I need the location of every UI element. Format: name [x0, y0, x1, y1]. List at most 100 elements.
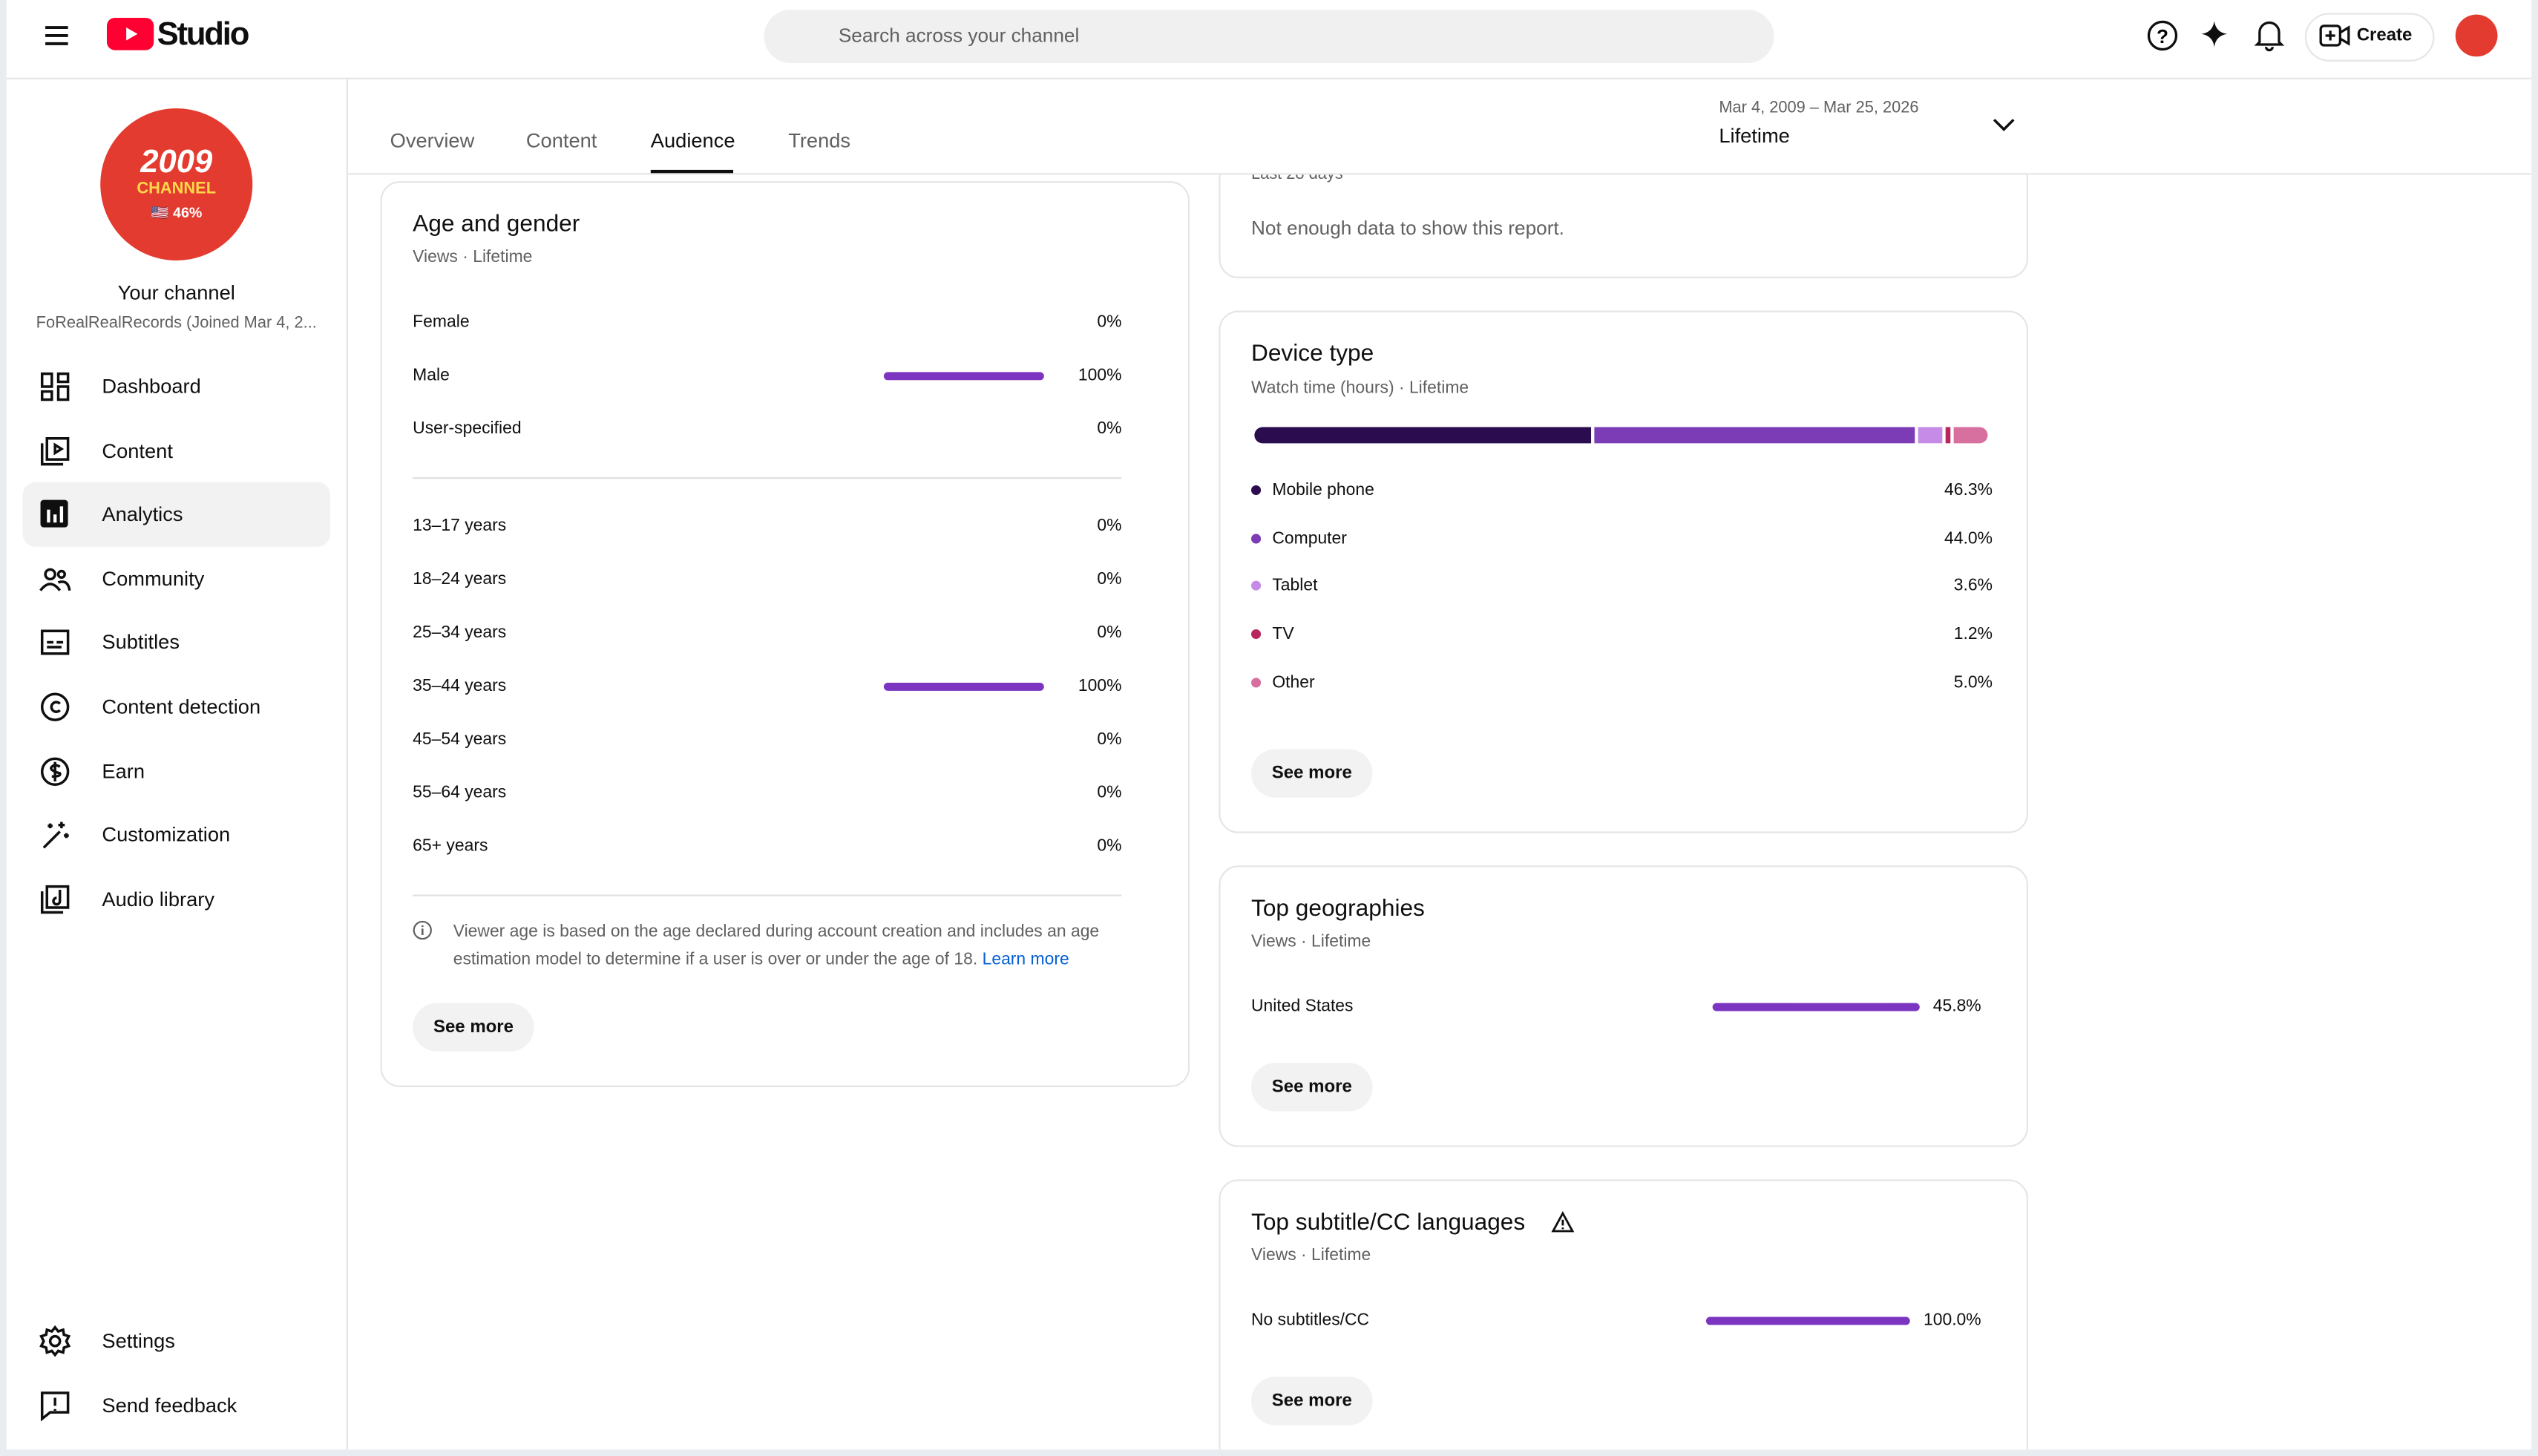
- row-value: 0%: [1097, 783, 1122, 803]
- row-label: 18–24 years: [413, 569, 507, 589]
- avatar-year: 2009: [140, 145, 213, 181]
- channel-avatar[interactable]: [100, 108, 253, 260]
- warning-icon[interactable]: [1551, 1211, 1575, 1235]
- nav-icon: [40, 756, 70, 786]
- analytics-icon-bar: [59, 506, 64, 523]
- divider: [413, 477, 1122, 479]
- age-note: Viewer age is based on the age declared …: [453, 919, 1130, 972]
- analytics-icon-bar: [53, 514, 57, 523]
- row-label: 25–34 years: [413, 623, 507, 643]
- create-button-frame[interactable]: [2304, 13, 2435, 62]
- device-segment: [1954, 427, 1988, 444]
- nav-item[interactable]: Audio library: [102, 888, 214, 911]
- youtube-logo[interactable]: [106, 17, 155, 52]
- logo-text[interactable]: Studio: [157, 16, 250, 53]
- card-title: Age and gender: [413, 211, 580, 238]
- tab-underline: [650, 169, 734, 174]
- menu-icon[interactable]: [42, 23, 71, 49]
- legend-label: Computer: [1272, 528, 1347, 548]
- feedback-icon: [40, 1391, 70, 1422]
- avatar-label: CHANNEL: [137, 180, 217, 199]
- nav-icon: [40, 372, 70, 401]
- nav-item[interactable]: Content: [102, 439, 173, 462]
- bar: [883, 371, 1044, 380]
- see-more-button[interactable]: See more: [1251, 1377, 1373, 1426]
- card-title: Top geographies: [1251, 896, 1425, 922]
- nav-item[interactable]: Dashboard: [102, 375, 201, 399]
- svg-text:?: ?: [2157, 25, 2168, 47]
- info-icon: [413, 920, 432, 940]
- nav-item[interactable]: Community: [102, 567, 205, 591]
- note-text: Viewer age is based on the age declared …: [453, 922, 1100, 968]
- nav-icon: [40, 885, 70, 914]
- date-dropdown-icon[interactable]: [1993, 118, 2016, 134]
- legend-label: Tablet: [1272, 576, 1318, 597]
- row-value: 0%: [1097, 729, 1122, 750]
- legend-value: 3.6%: [1953, 576, 1993, 597]
- settings-icon: [39, 1325, 71, 1357]
- tab[interactable]: Audience: [650, 129, 735, 152]
- see-more-button[interactable]: See more: [413, 1003, 534, 1052]
- row-label: User-specified: [413, 419, 522, 439]
- tab[interactable]: Overview: [390, 129, 475, 152]
- tab[interactable]: Content: [525, 129, 597, 152]
- bar: [1705, 1316, 1910, 1325]
- device-segment: [1254, 427, 1593, 444]
- bar: [1712, 1002, 1920, 1011]
- legend-label: Mobile phone: [1272, 480, 1374, 500]
- row-label: Male: [413, 365, 450, 385]
- date-period[interactable]: Lifetime: [1719, 124, 1790, 148]
- sidebar-divider: [346, 79, 348, 1450]
- row-label: 55–64 years: [413, 783, 507, 803]
- avatar-stat: 🇺🇸 46%: [151, 204, 203, 221]
- legend-dot: [1251, 581, 1262, 591]
- search-placeholder: Search across your channel: [838, 24, 1080, 47]
- footer-nav-item[interactable]: Settings: [102, 1329, 175, 1353]
- nav-active-bg: [22, 482, 330, 548]
- search-box[interactable]: [764, 10, 1774, 64]
- row-value: 0%: [1097, 836, 1122, 856]
- previous-card: [1219, 174, 2028, 278]
- analytics-icon-bar: [47, 510, 50, 523]
- notifications-icon[interactable]: [2254, 19, 2287, 52]
- analytics-icon: [40, 500, 68, 528]
- nav-item[interactable]: Subtitles: [102, 632, 180, 655]
- see-more-button[interactable]: See more: [1251, 1063, 1373, 1112]
- row-value: 100.0%: [1923, 1310, 1981, 1330]
- help-icon[interactable]: ?: [2147, 20, 2180, 53]
- card-title: Top subtitle/CC languages: [1251, 1210, 1526, 1236]
- divider: [413, 894, 1122, 896]
- learn-more-link[interactable]: Learn more: [982, 948, 1069, 968]
- footer-nav-item[interactable]: Send feedback: [102, 1394, 237, 1417]
- tab[interactable]: Trends: [788, 129, 851, 152]
- nav-item[interactable]: Content detection: [102, 695, 261, 718]
- legend-value: 5.0%: [1953, 672, 1993, 692]
- row-value: 0%: [1097, 419, 1122, 439]
- legend-dot: [1251, 533, 1262, 543]
- account-avatar[interactable]: [2455, 14, 2499, 59]
- nav-item[interactable]: Analytics: [102, 503, 183, 526]
- device-segment: [1945, 427, 1951, 444]
- row-value: 45.8%: [1932, 996, 1981, 1017]
- nav-icon: [40, 436, 70, 465]
- legend-label: Other: [1272, 672, 1315, 692]
- nav-item[interactable]: Customization: [102, 824, 231, 847]
- header-divider: [6, 77, 2532, 79]
- age-gender-card: [380, 181, 1190, 1087]
- see-more-button[interactable]: See more: [1251, 749, 1373, 798]
- sparkle-icon[interactable]: [2201, 21, 2234, 53]
- row-value: 100%: [1078, 676, 1122, 696]
- device-type-card: [1219, 310, 2028, 833]
- nav-item[interactable]: Earn: [102, 759, 145, 783]
- channel-name: FoRealRealRecords (Joined Mar 4, 2...: [36, 315, 317, 332]
- create-label[interactable]: Create: [2356, 25, 2413, 46]
- legend-label: TV: [1272, 624, 1294, 644]
- card-subtitle: Views · Lifetime: [413, 247, 533, 267]
- row-label: 45–54 years: [413, 729, 507, 750]
- legend-dot: [1251, 485, 1262, 496]
- card-subtitle: Last 28 days: [1251, 174, 1343, 184]
- app: ? Last 28 days Not enough data to show th…: [6, 0, 2532, 1450]
- legend-value: 46.3%: [1944, 480, 1993, 500]
- legend-value: 1.2%: [1953, 624, 1993, 644]
